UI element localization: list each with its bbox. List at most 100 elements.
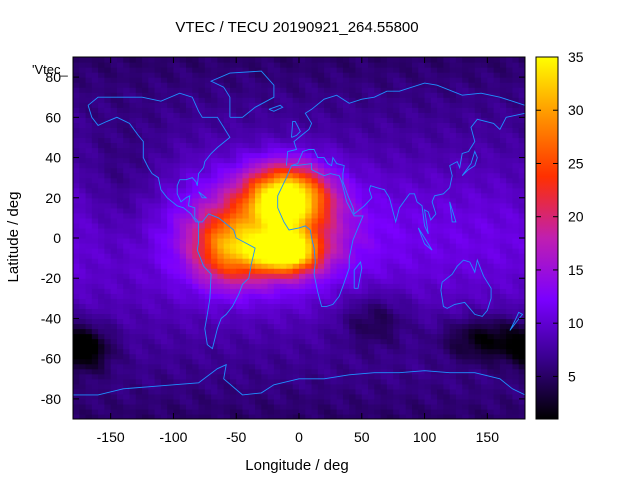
heat-cell [204, 232, 212, 239]
heat-cell [154, 408, 162, 415]
heat-cell [393, 137, 401, 144]
heat-cell [380, 293, 388, 299]
heat-cell [368, 273, 375, 279]
heat-cell [336, 403, 344, 410]
heat-cell [468, 62, 476, 68]
heat-cell [493, 102, 501, 108]
heat-cell [116, 167, 124, 174]
heat-cell [405, 212, 413, 219]
heat-cell [248, 217, 256, 224]
heat-cell [361, 263, 369, 269]
heat-cell [311, 323, 319, 330]
heat-cell [481, 413, 488, 419]
heat-cell [85, 308, 93, 315]
heat-cell [110, 217, 118, 224]
heat-cell [186, 127, 193, 134]
heat-cell [317, 147, 325, 154]
heat-cell [499, 127, 507, 134]
heat-cell [317, 328, 325, 335]
heat-cell [154, 358, 162, 365]
heat-cell [455, 268, 463, 274]
heat-cell [104, 197, 112, 204]
heat-cell [368, 147, 375, 154]
heat-cell [110, 343, 118, 350]
heat-cell [374, 398, 382, 405]
heat-cell [148, 283, 156, 289]
heat-cell [211, 222, 218, 229]
heat-cell [292, 353, 300, 360]
heat-cell [368, 97, 375, 103]
heat-cell [142, 202, 149, 209]
heat-cell [160, 383, 168, 390]
heat-cell [211, 238, 218, 244]
heat-cell [255, 333, 262, 340]
heat-cell [324, 107, 331, 113]
heat-cell [455, 263, 463, 269]
heat-cell [449, 308, 457, 315]
heat-cell [135, 157, 143, 164]
heat-cell [267, 263, 275, 269]
heat-cell [186, 207, 193, 214]
heat-cell [324, 378, 331, 385]
heat-cell [123, 152, 131, 159]
heat-cell [317, 207, 325, 214]
heat-cell [91, 132, 99, 139]
heat-cell [98, 132, 105, 139]
heat-cell [481, 308, 488, 315]
heat-cell [349, 373, 357, 380]
heat-cell [123, 258, 131, 264]
heat-cell [355, 273, 363, 279]
heat-cell [487, 152, 495, 159]
heat-cell [198, 117, 206, 123]
heat-cell [211, 182, 218, 189]
heat-cell [217, 338, 225, 345]
heat-cell [142, 82, 149, 88]
heat-cell [374, 298, 382, 304]
heat-cell [418, 253, 426, 259]
heat-cell [186, 298, 193, 304]
heat-cell [167, 217, 175, 224]
heat-cell [330, 167, 338, 174]
heat-cell [186, 107, 193, 113]
heat-cell [236, 227, 244, 234]
heat-cell [361, 92, 369, 98]
heat-cell [380, 243, 388, 249]
heat-cell [324, 222, 331, 229]
heat-cell [324, 363, 331, 370]
heat-cell [98, 363, 105, 370]
heat-cell [223, 57, 231, 63]
heat-cell [355, 197, 363, 204]
heat-cell [317, 308, 325, 315]
heat-cell [430, 217, 438, 224]
heat-cell [236, 318, 244, 325]
heat-cell [229, 373, 237, 380]
heat-cell [85, 172, 93, 179]
heat-cell [386, 318, 394, 325]
heat-cell [110, 328, 118, 335]
heat-cell [355, 92, 363, 98]
heat-cell [311, 147, 319, 154]
heat-cell [386, 398, 394, 405]
heat-cell [305, 358, 313, 365]
heat-cell [324, 117, 331, 123]
heat-cell [405, 142, 413, 149]
heat-cell [374, 142, 382, 149]
heat-cell [443, 368, 451, 375]
heat-cell [85, 388, 93, 395]
heat-cell [236, 167, 244, 174]
heat-cell [261, 192, 269, 199]
heat-cell [104, 77, 112, 83]
heat-cell [474, 373, 482, 380]
heat-cell [468, 363, 476, 370]
heat-cell [324, 358, 331, 365]
heat-cell [412, 117, 419, 123]
heat-cell [110, 202, 118, 209]
heat-cell [330, 162, 338, 169]
heat-cell [380, 353, 388, 360]
heat-cell [142, 177, 149, 184]
heat-cell [361, 157, 369, 164]
heat-cell [430, 77, 438, 83]
heat-cell [399, 77, 407, 83]
heat-cell [399, 258, 407, 264]
heat-cell [186, 413, 193, 419]
